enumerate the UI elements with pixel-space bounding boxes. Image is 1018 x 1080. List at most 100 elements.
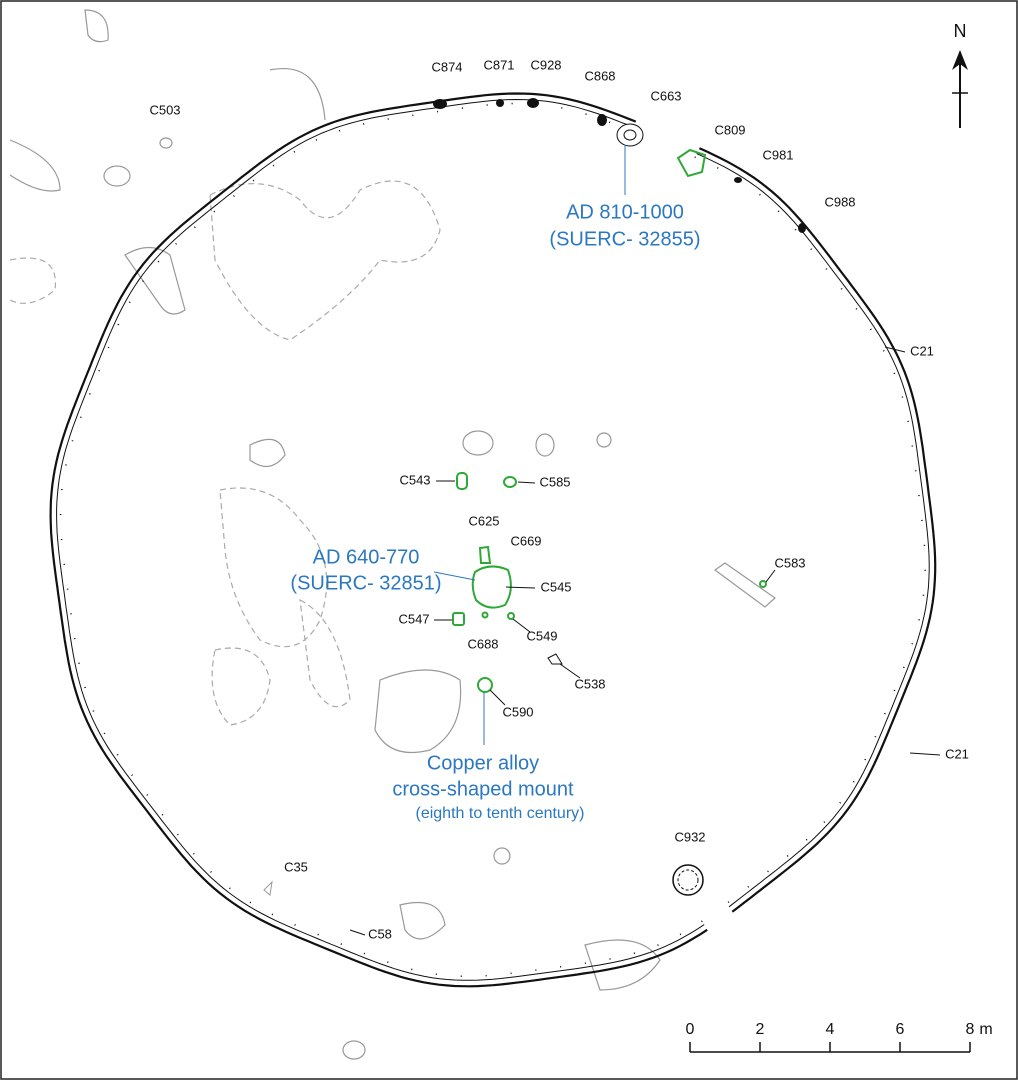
- feature-label: C868: [584, 68, 615, 83]
- outline: [249, 438, 286, 467]
- outline: [103, 165, 131, 187]
- feature-label: C809: [714, 122, 745, 137]
- feature: [477, 677, 493, 693]
- find-annotation: (eighth to tenth century): [416, 805, 585, 822]
- north-arrow: N: [952, 21, 968, 128]
- date-annotation: (SUERC- 32851): [290, 572, 441, 594]
- outline: [713, 562, 776, 608]
- feature: [527, 98, 539, 108]
- find-annotation: Copper alloy: [427, 752, 539, 774]
- background-features: [9, 9, 776, 1060]
- leader: [505, 586, 536, 589]
- ditch-inner: [696, 153, 930, 908]
- ditch-inner: [56, 98, 705, 981]
- outline: [493, 847, 511, 865]
- feature: [433, 99, 447, 109]
- feature: [478, 545, 492, 564]
- outline: [159, 137, 173, 149]
- leader: [909, 752, 941, 756]
- leader: [884, 346, 906, 353]
- feature-label: C538: [574, 676, 605, 691]
- feature-label: C928: [530, 57, 561, 72]
- outline: [84, 9, 109, 43]
- date-annotation: AD 640-770: [313, 546, 420, 568]
- dashed-area: [219, 487, 328, 648]
- feature-label: C21: [945, 746, 969, 761]
- feature: [456, 472, 468, 490]
- enclosure-ditch: [49, 92, 937, 988]
- leader: [559, 663, 581, 679]
- scale-unit: m: [979, 1021, 992, 1038]
- dashed-area: [211, 647, 271, 726]
- feature-label: C21: [910, 343, 934, 358]
- ditch-base: [694, 156, 926, 905]
- feature: [471, 565, 512, 609]
- feature-label: C545: [540, 579, 571, 594]
- feature: [616, 123, 644, 147]
- feature-label: C932: [674, 829, 705, 844]
- scale-label: 0: [686, 1021, 695, 1038]
- outline: [462, 430, 494, 456]
- north-label: N: [954, 21, 967, 41]
- feature-label: C549: [526, 628, 557, 643]
- feature-label: C583: [774, 555, 805, 570]
- leader: [512, 618, 531, 633]
- dashed-area: [9, 257, 57, 304]
- feature: [547, 653, 563, 665]
- feature: [677, 869, 699, 891]
- feature: [481, 611, 489, 619]
- leaders: [349, 145, 941, 936]
- feature-label: C988: [824, 194, 855, 209]
- outline: [399, 901, 446, 940]
- north-head: [952, 50, 968, 70]
- leader: [765, 569, 776, 583]
- feature: [676, 148, 707, 178]
- feature: [507, 612, 515, 620]
- feature: [452, 612, 465, 626]
- scale-label: 2: [756, 1021, 765, 1038]
- ditch-outer: [49, 92, 708, 988]
- outline: [535, 433, 555, 457]
- outline: [124, 246, 186, 315]
- feature-label: C669: [510, 533, 541, 548]
- feature: [798, 223, 806, 233]
- feature: [597, 114, 607, 126]
- features: [263, 98, 806, 896]
- feature-label: C625: [468, 513, 499, 528]
- feature: [759, 580, 767, 588]
- outline: [269, 68, 326, 121]
- scale-label: 8: [966, 1021, 975, 1038]
- outline: [374, 669, 462, 754]
- feature: [623, 129, 637, 141]
- feature-label: C590: [502, 704, 533, 719]
- feature: [496, 99, 504, 107]
- feature: [734, 177, 742, 183]
- scale-label: 6: [896, 1021, 905, 1038]
- feature-label: C585: [539, 474, 570, 489]
- leader: [349, 929, 366, 936]
- find-annotation: cross-shaped mount: [392, 778, 574, 800]
- leader: [433, 571, 476, 581]
- outline: [596, 432, 612, 448]
- feature-label: C663: [650, 88, 681, 103]
- annotations: AD 810-1000 (SUERC- 32855) AD 640-770 (S…: [290, 201, 700, 822]
- feature-label: C981: [762, 147, 793, 162]
- leader: [517, 481, 536, 484]
- feature: [503, 476, 517, 488]
- outline: [342, 1040, 366, 1060]
- feature-label: C688: [467, 636, 498, 651]
- feature-label: C58: [368, 926, 392, 941]
- feature-label: C543: [399, 472, 430, 487]
- feature-label: C871: [483, 57, 514, 72]
- feature-labels: C874 C871 C928 C868 C663 C503 C809 C981 C988 C21 C…: [149, 57, 968, 941]
- date-annotation: (SUERC- 32855): [549, 228, 700, 250]
- feature-label: C503: [149, 102, 180, 117]
- scale-label: 4: [826, 1021, 835, 1038]
- date-annotation: AD 810-1000: [566, 201, 684, 223]
- feature: [263, 880, 273, 896]
- ditch-outer: [698, 147, 937, 913]
- dashed-area: [299, 598, 351, 708]
